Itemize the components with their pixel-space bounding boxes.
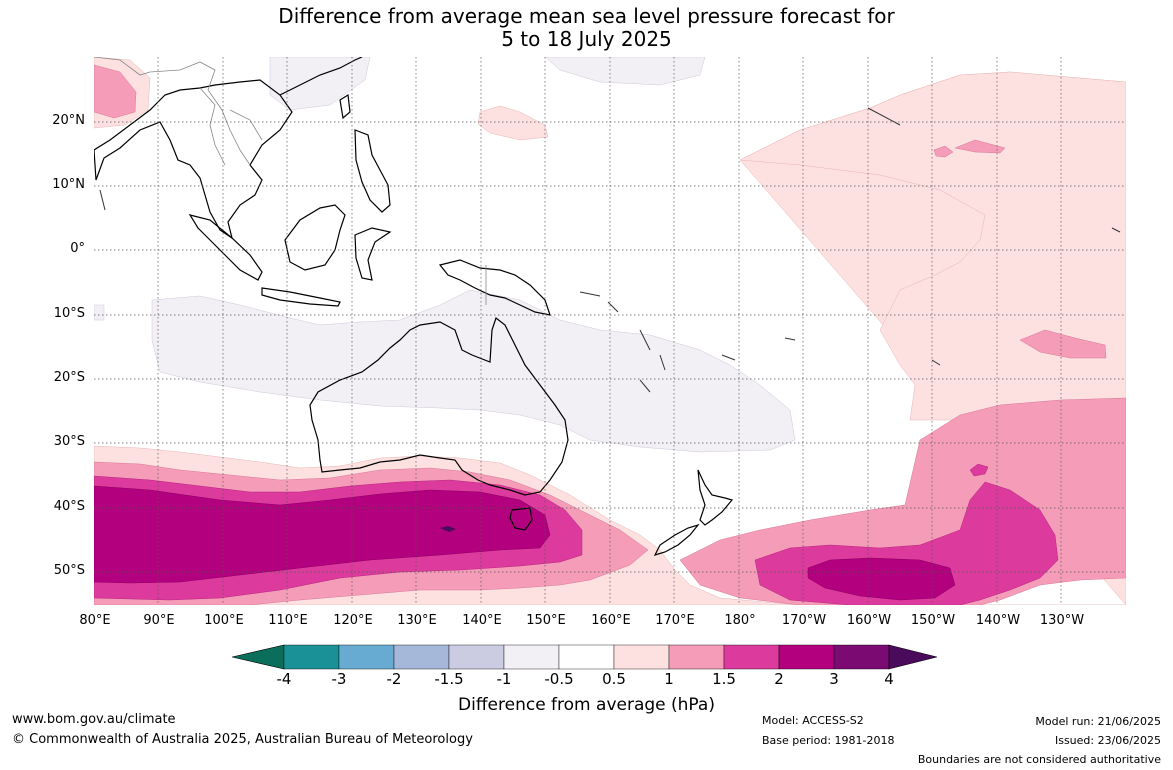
lat-label-40s: 40°S (53, 499, 85, 514)
legend-title: Difference from average (hPa) (458, 695, 715, 715)
legend-tick-10: 3 (829, 670, 839, 688)
copyright-notice: © Commonwealth of Australia 2025, Austra… (12, 732, 473, 747)
lon-label-170e: 170°E (655, 613, 695, 628)
legend-tick-6: 0.5 (602, 670, 626, 688)
lon-label-150w: 150°W (910, 613, 956, 628)
lat-label-30s: 30°S (53, 434, 85, 449)
legend-color-cell (723, 644, 780, 670)
legend-tick-2: -2 (386, 670, 402, 688)
lon-label-160e: 160°E (591, 613, 631, 628)
lat-label-10s: 10°S (53, 306, 85, 321)
model-run-date: Model run: 21/06/2025 (1035, 715, 1161, 728)
anomaly-region-magenta-small (969, 463, 989, 477)
lat-label-equator: 0° (70, 241, 85, 256)
lon-label-160w: 160°W (846, 613, 892, 628)
legend-tick-4: -1 (496, 670, 512, 688)
legend-color-cell (283, 644, 340, 670)
legend-tick-11: 4 (884, 670, 894, 688)
southeast-asia-coastline (94, 79, 293, 240)
legend-tick-8: 1.5 (712, 670, 736, 688)
legend-colorbar (232, 644, 938, 670)
borneo-coastline (284, 204, 346, 271)
lon-label-170w: 170°W (781, 613, 827, 628)
lon-label-100e: 100°E (204, 613, 244, 628)
china-coastline (279, 57, 363, 96)
anomaly-region-light-pink-small (477, 105, 549, 141)
anomaly-region-medium-pink-nw (94, 64, 137, 119)
legend-color-cell (558, 644, 615, 670)
anomaly-region-medium-pink-east1 (1019, 329, 1107, 359)
legend-color-cell (338, 644, 395, 670)
anomaly-region-negative-weak-north (269, 57, 371, 111)
map-title-line2: 5 to 18 July 2025 (501, 27, 672, 51)
lon-label-140e: 140°E (462, 613, 502, 628)
philippines-coastline (354, 129, 391, 213)
legend-tick-5: -0.5 (544, 670, 574, 688)
country-borders (94, 57, 487, 305)
lon-label-180: 180° (724, 613, 756, 628)
legend-color-cell (833, 644, 890, 670)
anomaly-region-dark-magenta-south (94, 485, 551, 584)
website-link[interactable]: www.bom.gov.au/climate (12, 712, 176, 727)
legend-arrow-low (232, 644, 285, 670)
lat-label-50s: 50°S (53, 563, 85, 578)
anomaly-region-medium-pink-east2 (954, 139, 1006, 154)
sumatra-coastline (188, 214, 263, 281)
java-coastline (261, 287, 341, 307)
lon-label-110e: 110°E (268, 613, 308, 628)
lon-label-140w: 140°W (975, 613, 1021, 628)
legend-color-cell (778, 644, 835, 670)
legend-color-cell (668, 644, 725, 670)
longitude-gridlines (157, 57, 1062, 605)
anomaly-region-dark-magenta-southeast (807, 557, 956, 601)
taiwan-coastline (339, 93, 351, 120)
legend-color-cell (448, 644, 505, 670)
anomaly-region-negative-weak-north2 (544, 57, 706, 86)
lat-label-10n: 10°N (52, 177, 85, 192)
new-zealand-coastline (653, 469, 734, 556)
legend-color-cell (503, 644, 560, 670)
lon-label-80e: 80°E (79, 613, 111, 628)
pressure-anomaly-map (94, 57, 1126, 605)
legend-color-cell (393, 644, 450, 670)
anomaly-region-medium-pink-east3 (933, 145, 954, 158)
map-title-line1: Difference from average mean sea level p… (278, 4, 895, 28)
lon-label-130w: 130°W (1039, 613, 1085, 628)
anomaly-region-negative-weak (151, 289, 796, 453)
lat-label-20s: 20°S (53, 370, 85, 385)
new-guinea-coastline (438, 259, 551, 316)
anomaly-region-negative-weak-west (94, 304, 105, 321)
boundaries-disclaimer: Boundaries are not considered authoritat… (917, 753, 1161, 766)
anomaly-region-light-pink-tropics (739, 71, 1126, 421)
legend-arrow-high (888, 644, 938, 670)
lon-label-130e: 130°E (397, 613, 437, 628)
anomaly-region-dark-purple-small (440, 526, 456, 532)
base-period: Base period: 1981-2018 (762, 734, 895, 747)
lon-label-90e: 90°E (143, 613, 175, 628)
issued-date: Issued: 23/06/2025 (1054, 734, 1161, 747)
lon-label-120e: 120°E (333, 613, 373, 628)
legend-tick-0: -4 (276, 670, 292, 688)
lon-label-150e: 150°E (526, 613, 566, 628)
lat-label-20n: 20°N (52, 113, 85, 128)
sulawesi-coastline (354, 227, 392, 281)
pacific-islands (99, 107, 1121, 393)
legend-color-cell (613, 644, 670, 670)
legend-tick-9: 2 (774, 670, 784, 688)
legend-tick-1: -3 (331, 670, 347, 688)
model-name: Model: ACCESS-S2 (762, 714, 864, 727)
legend-tick-3: -1.5 (434, 670, 464, 688)
legend-tick-7: 1 (664, 670, 674, 688)
australia-coastline (309, 317, 569, 496)
